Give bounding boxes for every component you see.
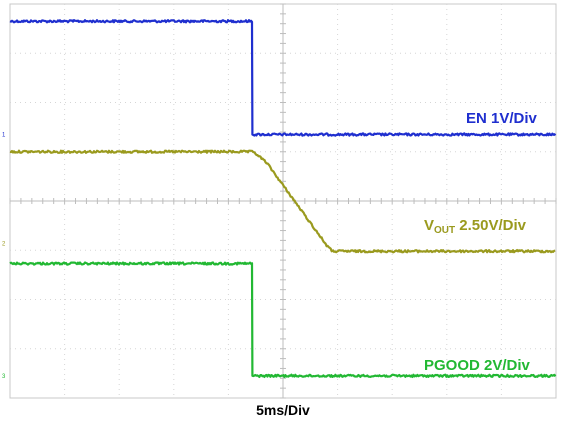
- vout-label-sub: OUT: [434, 225, 456, 236]
- pgood-label: PGOOD 2V/Div: [424, 357, 530, 374]
- en-trace: [9, 19, 557, 137]
- pgood-trace: [9, 261, 557, 378]
- vout-label-main: V: [424, 217, 435, 234]
- vout-label-rest: 2.50V/Div: [455, 217, 527, 234]
- x-axis-label: 5ms/Div: [256, 402, 310, 418]
- channel-marker-2: 2: [2, 241, 6, 247]
- vout-trace: [9, 149, 556, 254]
- vout-label: VOUT 2.50V/Div: [424, 218, 526, 236]
- en-label: EN 1V/Div: [466, 110, 537, 127]
- channel-marker-1: 1: [2, 133, 6, 139]
- channel-marker-3: 3: [2, 374, 6, 380]
